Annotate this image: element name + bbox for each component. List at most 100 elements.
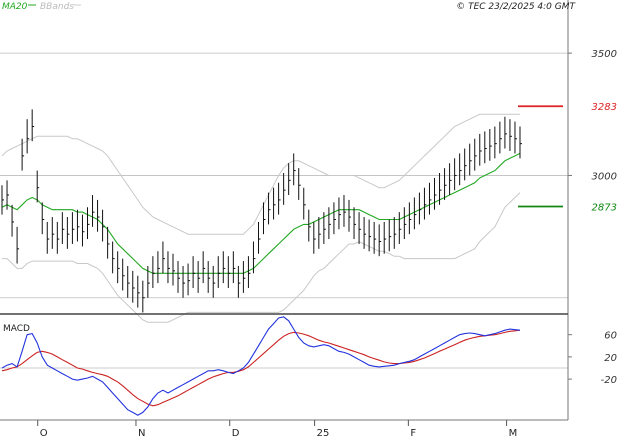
- ohlc-bar: [92, 195, 95, 227]
- ohlc-bar: [46, 221, 50, 254]
- legend-ma20: MA20: [2, 2, 28, 12]
- ohlc-bar: [31, 109, 35, 142]
- ohlc-bar: [187, 263, 191, 296]
- ohlc-bar: [308, 209, 311, 242]
- ohlc-bar: [328, 207, 331, 240]
- ohlc-bar: [373, 221, 377, 254]
- ohlc-bar: [6, 180, 10, 210]
- ohlc-bar: [514, 121, 517, 154]
- ohlc-bar: [56, 221, 60, 254]
- ohlc-bar: [16, 226, 20, 264]
- legend-bbands: BBands: [40, 2, 74, 12]
- macd-tick-label: -20: [601, 375, 617, 386]
- ohlc-bar: [41, 202, 45, 235]
- ohlc-bar: [202, 251, 206, 284]
- ohlc-bar: [494, 126, 497, 159]
- ohlc-bar: [459, 153, 462, 186]
- copyright-label: © TEC 23/2/2025 4:0 GMT: [456, 2, 576, 12]
- ohlc-bar: [278, 182, 281, 215]
- x-tick-label: O: [40, 428, 48, 439]
- ohlc-bar: [323, 212, 326, 244]
- ohlc-bar: [333, 202, 336, 235]
- ohlc-bar: [167, 251, 170, 284]
- ohlc-bar: [348, 199, 352, 232]
- ohlc-bar: [51, 217, 55, 249]
- ohlc-bar: [11, 204, 15, 237]
- macd-signal-line: [1, 329, 521, 407]
- ohlc-bar: [212, 265, 216, 298]
- ohlc-bar: [137, 275, 140, 308]
- ohlc-bar: [428, 182, 432, 215]
- x-tick-label: F: [410, 428, 416, 439]
- resistance-label: 3283: [592, 102, 617, 113]
- ohlc-bar: [484, 131, 487, 164]
- ohlc-bar: [81, 214, 85, 247]
- ohlc-bar: [66, 217, 70, 249]
- ohlc-bar: [227, 256, 231, 288]
- ohlc-bar: [368, 219, 372, 252]
- ohlc-bar: [222, 251, 226, 284]
- ohlc-bar: [288, 163, 291, 196]
- ohlc-bar: [182, 265, 186, 298]
- ohlc-bar: [353, 207, 357, 240]
- ohlc-bar: [127, 265, 130, 298]
- ohlc-bar: [242, 261, 246, 293]
- ohlc-bar: [434, 177, 437, 210]
- ohlc-bar: [398, 212, 402, 244]
- x-tick-label: N: [138, 428, 145, 439]
- x-tick-label: 25: [317, 428, 330, 439]
- ohlc-bar: [383, 221, 387, 254]
- ohlc-bar: [469, 143, 472, 176]
- ohlc-bar: [152, 256, 155, 288]
- ohlc-bar: [293, 153, 296, 186]
- ohlc-bar: [439, 173, 442, 205]
- ohlc-bar: [177, 261, 181, 293]
- ohlc-bar: [247, 256, 251, 288]
- ohlc-bar: [122, 258, 125, 291]
- ma20-line-group: [1, 152, 521, 274]
- ohlc-bar: [423, 187, 427, 220]
- ohlc-bar: [263, 202, 266, 235]
- ohlc-bar: [449, 163, 452, 196]
- ohlc-bar: [343, 195, 346, 227]
- ohlc-bar: [21, 138, 25, 171]
- y-axis-labels: 3500 3000 60 20 -20: [568, 49, 617, 386]
- ohlc-bar: [142, 280, 145, 313]
- ohlc-bar: [393, 217, 397, 249]
- ohlc-bar: [217, 256, 221, 288]
- ohlc-bar: [107, 226, 110, 259]
- ohlc-bar: [298, 168, 301, 200]
- ohlc-bars: [1, 109, 522, 313]
- ohlc-bar: [117, 251, 120, 284]
- bollinger-bands: [1, 113, 521, 323]
- ohlc-bar: [403, 207, 407, 240]
- ohlc-bar: [207, 261, 211, 293]
- ohlc-bar: [97, 199, 100, 232]
- ohlc-bar: [509, 119, 512, 151]
- ohlc-bar: [474, 138, 477, 171]
- ohlc-bar: [26, 119, 30, 154]
- x-tick-label: D: [232, 428, 240, 439]
- y-tick-label: 3500: [592, 49, 617, 60]
- price-levels: 3283 2873: [518, 102, 617, 214]
- support-label: 2873: [592, 203, 617, 214]
- ohlc-bar: [388, 219, 392, 252]
- macd-tick-label: 60: [604, 331, 617, 342]
- ohlc-bar: [112, 241, 115, 274]
- ohlc-bar: [273, 187, 276, 220]
- ohlc-bar: [338, 197, 341, 230]
- ohlc-bar: [86, 207, 90, 240]
- y-tick-label: 3000: [592, 171, 617, 182]
- ohlc-bar: [318, 217, 321, 249]
- ohlc-bar: [76, 209, 80, 242]
- ohlc-bar: [257, 221, 261, 254]
- ohlc-bar: [313, 221, 316, 254]
- macd-title: MACD: [3, 324, 30, 334]
- ohlc-bar: [162, 241, 165, 274]
- ohlc-bar: [454, 158, 457, 191]
- bb-upper-line: [1, 113, 520, 235]
- ohlc-bar: [172, 253, 175, 286]
- bb-lower-line: [2, 192, 521, 323]
